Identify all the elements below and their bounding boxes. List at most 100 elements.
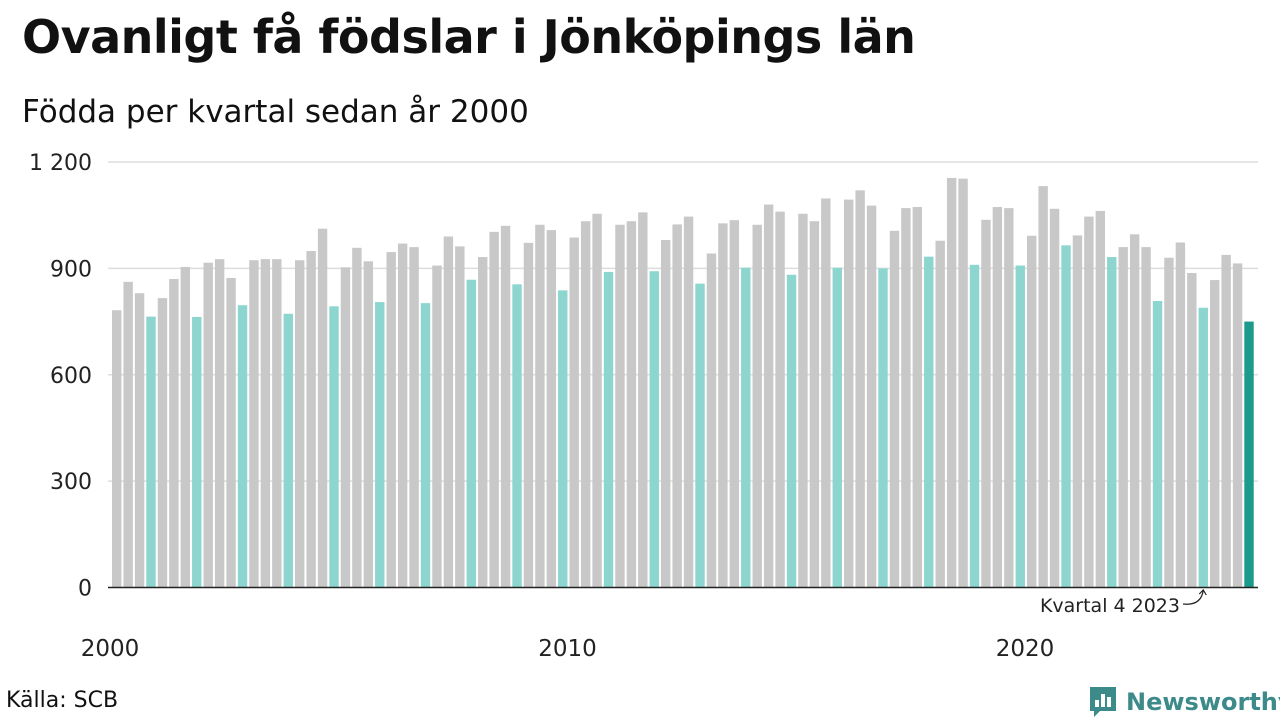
y-tick-label: 300 <box>50 470 92 495</box>
bar <box>592 213 602 588</box>
bar <box>1107 257 1117 588</box>
bar <box>649 271 659 588</box>
annotation-arrow <box>1182 589 1204 605</box>
bar <box>1015 265 1025 588</box>
annotation-label: Kvartal 4 2023 <box>1040 595 1180 617</box>
bar <box>397 243 408 588</box>
bar <box>946 177 957 588</box>
bar <box>466 279 476 588</box>
bar <box>821 198 831 588</box>
bars <box>112 177 1254 588</box>
bar <box>157 298 168 588</box>
bar <box>1038 186 1048 588</box>
bar <box>1152 300 1163 588</box>
chart-title: Ovanligt få födslar i Jönköpings län <box>22 10 916 64</box>
bar <box>1164 257 1174 588</box>
y-tick-label: 1 200 <box>29 151 92 176</box>
bar <box>672 224 682 588</box>
bar <box>352 247 362 588</box>
bar <box>1175 242 1186 588</box>
bar <box>123 281 133 588</box>
bar <box>718 223 728 588</box>
y-tick-label: 0 <box>78 577 92 602</box>
bar <box>958 178 968 588</box>
x-tick-label: 2020 <box>996 636 1055 662</box>
bar <box>443 236 454 588</box>
bar <box>192 316 202 588</box>
bar <box>546 230 557 588</box>
bar <box>306 251 316 588</box>
bar <box>786 274 797 588</box>
bar <box>237 305 248 588</box>
brand-name: Newsworthy <box>1126 688 1280 716</box>
bar <box>683 216 694 588</box>
bar <box>809 221 820 588</box>
bar <box>1141 247 1151 588</box>
chart-subtitle: Födda per kvartal sedan år 2000 <box>22 94 529 130</box>
bar <box>272 259 282 588</box>
brand-logo[interactable]: Newsworthy <box>1088 684 1280 720</box>
bar <box>706 253 717 588</box>
bar <box>249 260 259 588</box>
bar <box>375 302 385 588</box>
bar <box>295 260 305 588</box>
y-tick-label: 600 <box>50 364 92 389</box>
bar <box>500 225 511 588</box>
x-tick-label: 2000 <box>81 636 140 662</box>
bar <box>1232 263 1243 588</box>
bar <box>615 224 625 588</box>
bar <box>1221 254 1231 588</box>
bar <box>340 267 351 588</box>
bar <box>1084 216 1094 588</box>
bar <box>855 190 865 588</box>
bar <box>569 237 579 588</box>
bar <box>317 228 328 588</box>
bar <box>889 230 900 588</box>
bar <box>420 303 431 588</box>
annotation-arrowhead <box>1198 589 1207 596</box>
bar <box>661 240 671 588</box>
bar <box>329 306 339 588</box>
bar <box>752 224 762 588</box>
bar <box>432 265 442 588</box>
bar <box>112 310 122 588</box>
bar <box>1244 321 1254 588</box>
bar <box>901 208 911 588</box>
bar <box>1061 245 1071 588</box>
bar <box>214 259 225 588</box>
bar <box>981 219 991 588</box>
bar <box>935 240 945 588</box>
bar <box>409 247 419 588</box>
bar <box>260 259 271 588</box>
bar <box>523 242 534 588</box>
bar <box>832 267 842 588</box>
source-note: Källa: SCB <box>6 688 119 713</box>
bar <box>798 213 808 588</box>
bar <box>478 257 488 588</box>
bar <box>558 290 568 588</box>
bar <box>169 279 179 588</box>
bar <box>729 220 740 588</box>
bar <box>146 316 156 588</box>
bar <box>180 266 191 588</box>
bar <box>1210 280 1220 588</box>
bar <box>283 313 293 588</box>
bar <box>1187 272 1197 588</box>
bar <box>924 256 934 588</box>
bar <box>203 262 213 588</box>
bar <box>638 212 648 588</box>
bar <box>1049 208 1060 588</box>
x-tick-label: 2010 <box>538 636 597 662</box>
bar <box>626 221 637 588</box>
bar <box>878 268 888 588</box>
bar <box>741 267 751 588</box>
bar <box>866 205 877 588</box>
bar <box>912 207 923 588</box>
bar <box>603 271 614 588</box>
bar <box>386 252 396 588</box>
bar <box>489 231 499 588</box>
bar <box>134 293 145 588</box>
x-axis-ticks: 2000 2010 2020 <box>81 636 1055 662</box>
bar <box>992 207 1003 588</box>
bar <box>512 284 522 588</box>
